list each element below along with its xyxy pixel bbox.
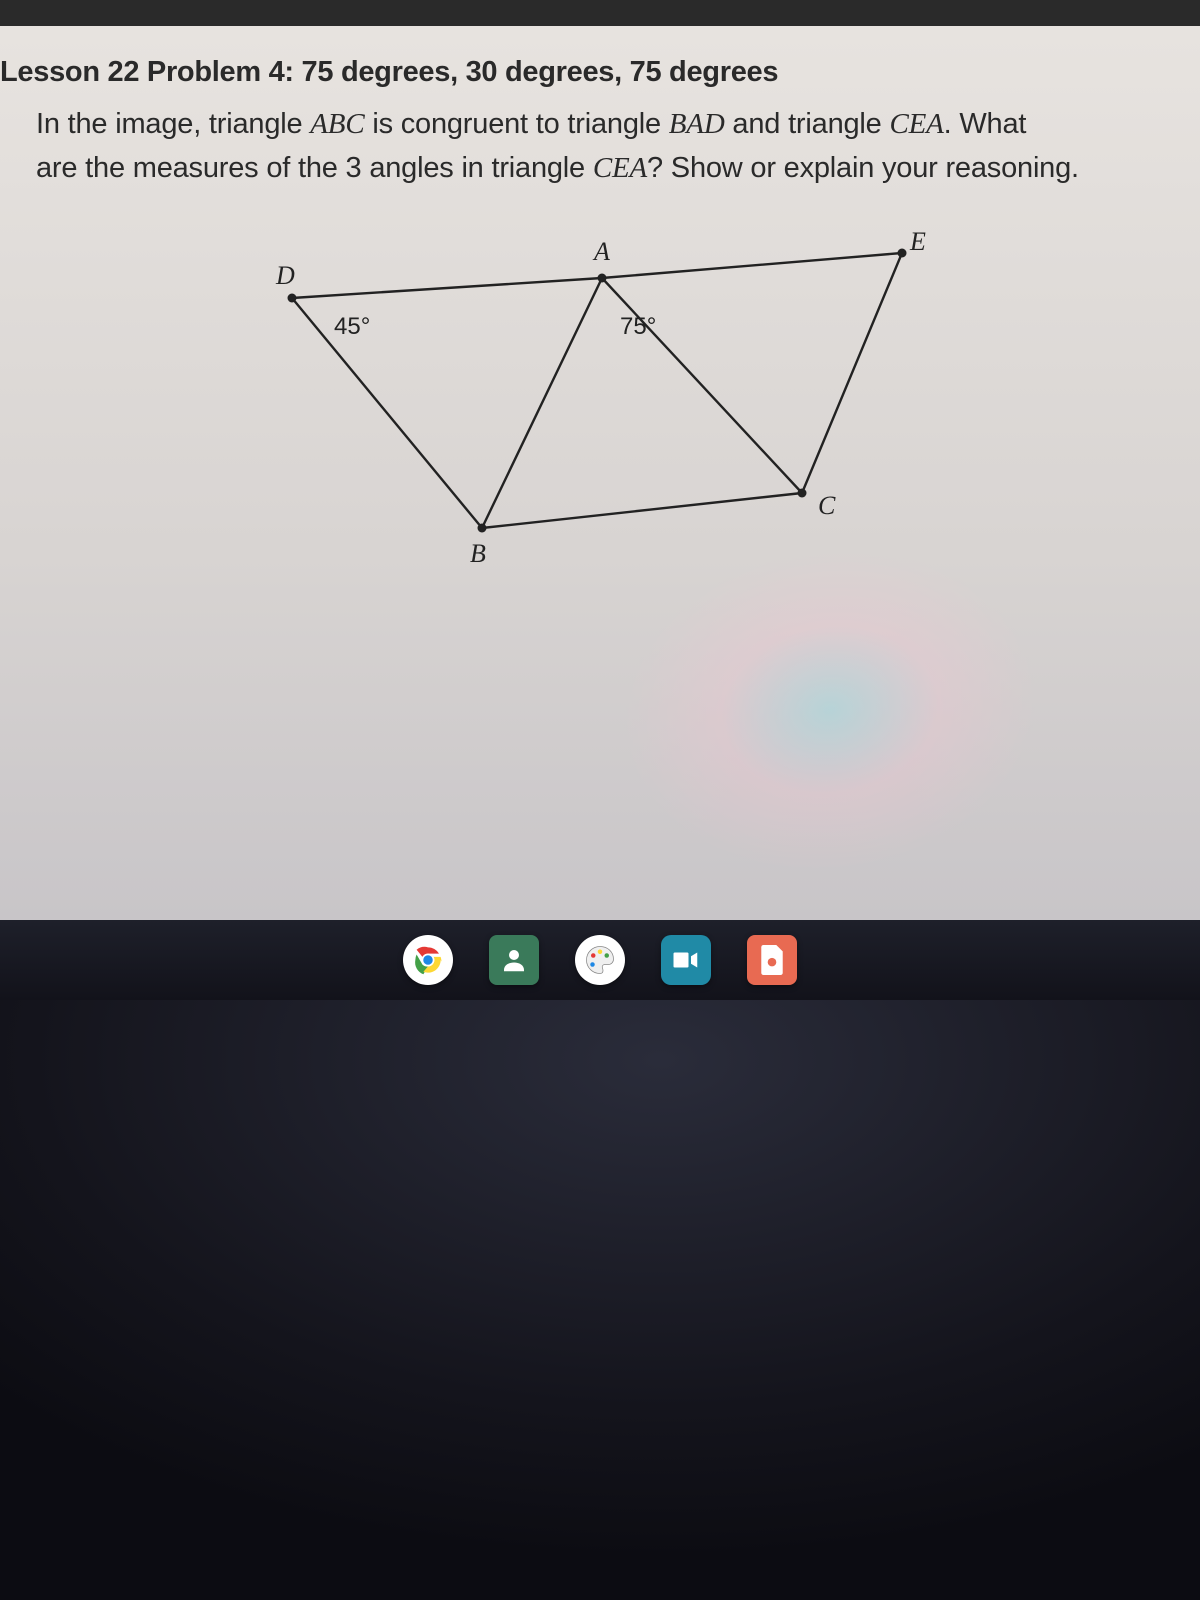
- diagram-svg: D A E B C 45° 75°: [262, 218, 962, 598]
- text-fragment: are the measures of the 3 angles in tria…: [36, 152, 593, 184]
- teams-icon[interactable]: [661, 935, 711, 985]
- text-fragment: is congruent to triangle: [364, 108, 668, 140]
- triangle-cea: CEA: [889, 108, 943, 140]
- taskbar: [0, 920, 1200, 1000]
- svg-text:C: C: [818, 491, 836, 520]
- chrome-icon[interactable]: [403, 935, 453, 985]
- pdf-icon[interactable]: [747, 935, 797, 985]
- svg-text:D: D: [275, 261, 295, 290]
- svg-text:A: A: [592, 237, 610, 266]
- geometry-diagram: D A E B C 45° 75°: [0, 218, 1200, 648]
- text-fragment: In the image, triangle: [36, 108, 310, 140]
- svg-text:B: B: [470, 539, 486, 568]
- svg-text:75°: 75°: [620, 313, 656, 340]
- text-fragment: . What: [944, 108, 1027, 140]
- window-titlebar: [0, 0, 1200, 26]
- document-viewport: Lesson 22 Problem 4: 75 degrees, 30 degr…: [0, 0, 1200, 920]
- contacts-icon[interactable]: [489, 935, 539, 985]
- problem-content: Lesson 22 Problem 4: 75 degrees, 30 degr…: [0, 26, 1200, 648]
- svg-text:E: E: [909, 227, 926, 256]
- text-fragment: and triangle: [725, 108, 890, 140]
- triangle-bad: BAD: [669, 108, 725, 140]
- lesson-heading: Lesson 22 Problem 4: 75 degrees, 30 degr…: [0, 56, 1200, 89]
- triangle-abc: ABC: [310, 108, 364, 140]
- triangle-cea-2: CEA: [593, 152, 647, 184]
- paint-icon[interactable]: [575, 935, 625, 985]
- text-fragment: ? Show or explain your reasoning.: [647, 152, 1079, 184]
- svg-text:45°: 45°: [334, 313, 370, 340]
- problem-statement: In the image, triangle ABC is congruent …: [0, 103, 1200, 190]
- below-screen-area: [0, 1000, 1200, 1600]
